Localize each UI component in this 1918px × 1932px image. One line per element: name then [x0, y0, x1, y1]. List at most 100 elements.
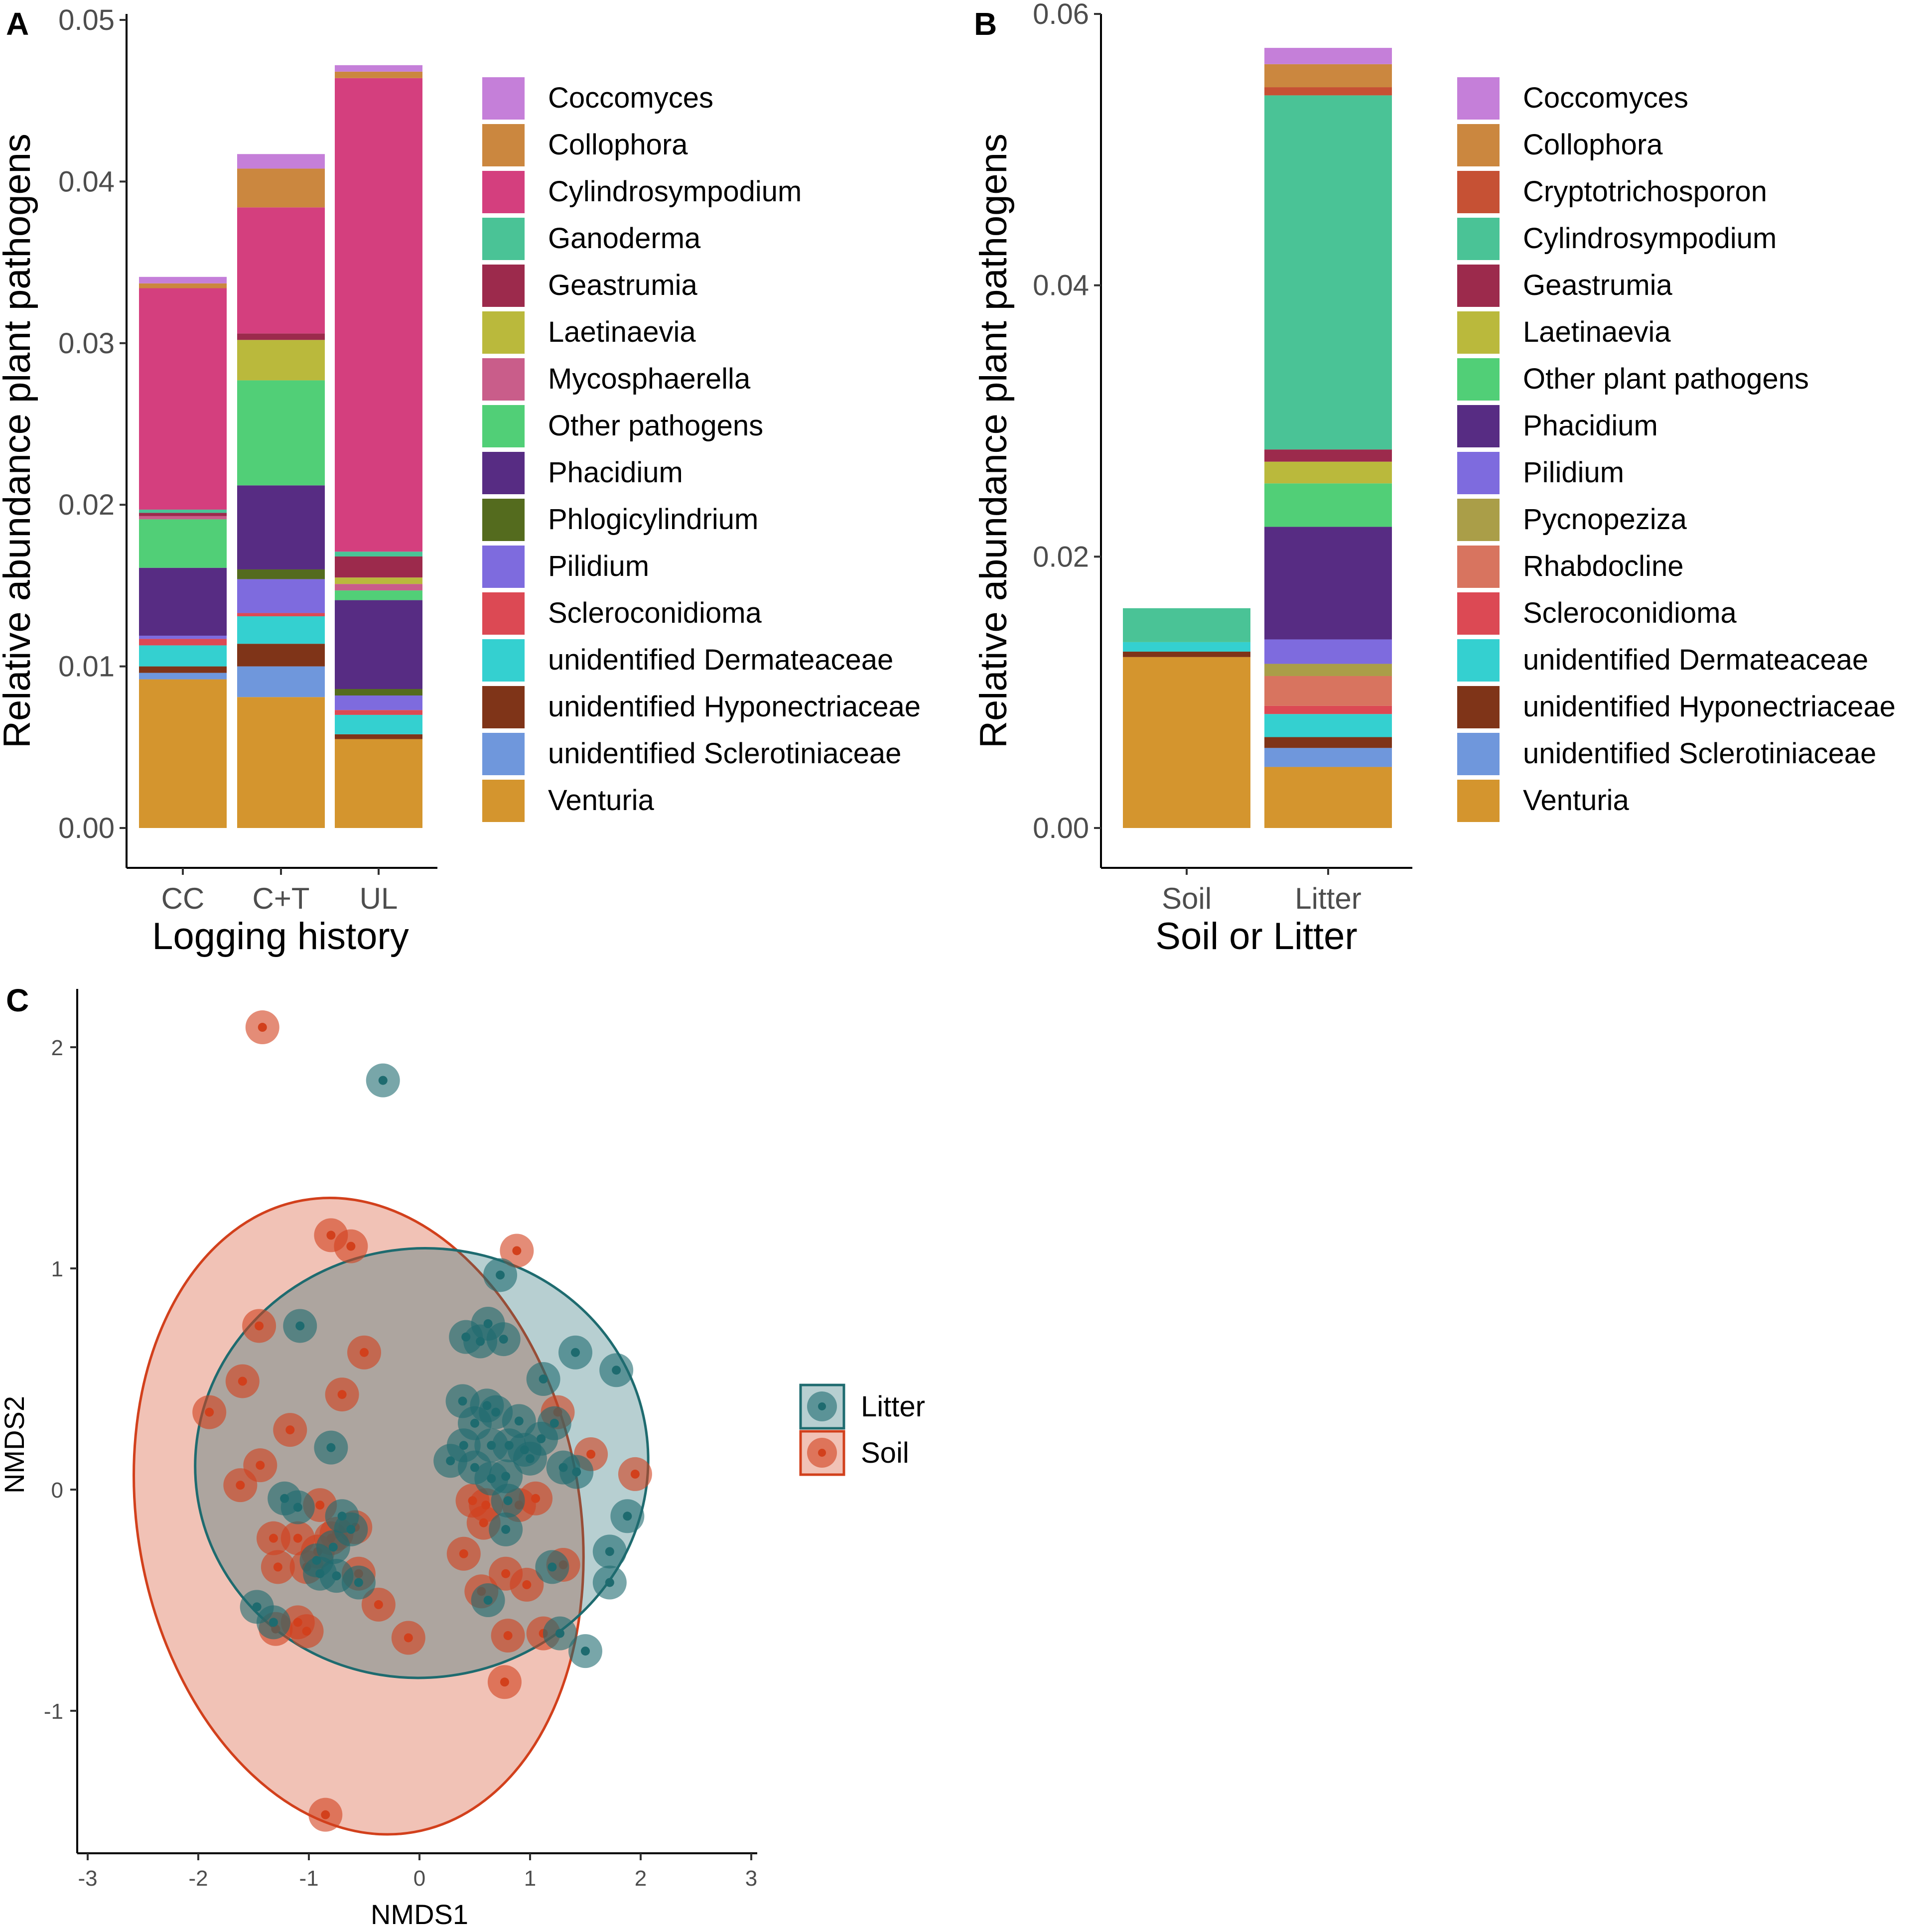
point-soil — [361, 1587, 396, 1622]
legend-swatch-unidentified-sclerotiniaceae — [1457, 733, 1500, 775]
point-litter — [526, 1362, 560, 1396]
legend-swatch-other-pathogens — [482, 405, 525, 447]
legend-label-cryptotrichosporon: Cryptotrichosporon — [1523, 175, 1767, 208]
point-dot-litter — [346, 1524, 356, 1534]
legend-label-coccomyces: Coccomyces — [1523, 82, 1688, 114]
x-tick-label: 1 — [524, 1866, 536, 1891]
legend-item-soil: Soil — [799, 1430, 909, 1476]
point-litter — [592, 1565, 627, 1600]
x-tick-label-c-t: C+T — [252, 882, 309, 915]
point-dot-litter — [571, 1348, 580, 1357]
bar-segment-cc-venturia — [139, 679, 227, 828]
bar-segment-soil-unidentified-hyponectriaceae — [1123, 651, 1250, 657]
bar-segment-ul-other-pathogens — [335, 590, 422, 600]
legend-swatch-unidentified-sclerotiniaceae — [482, 733, 525, 775]
bar-segment-c-t-pilidium — [237, 579, 325, 613]
bar-segment-cc-scleroconidioma — [139, 639, 227, 646]
legend-swatch-pycnopeziza — [1457, 499, 1500, 541]
point-soil — [334, 1229, 368, 1263]
point-dot-litter — [612, 1366, 621, 1375]
point-dot-soil — [315, 1501, 325, 1510]
bar-segment-litter-collophora — [1264, 64, 1392, 88]
point-dot-litter — [269, 1618, 278, 1627]
y-tick-label: -1 — [44, 1699, 63, 1724]
bar-segment-ul-mycosphaerella — [335, 584, 422, 591]
bar-segment-soil-unidentified-dermateaceae — [1123, 642, 1250, 652]
legend-label-collophora: Collophora — [548, 129, 688, 161]
legend-label-phacidium: Phacidium — [548, 456, 683, 489]
point-dot-soil — [512, 1246, 522, 1255]
bar-segment-ul-coccomyces — [335, 65, 422, 72]
bar-segment-cc-phacidium — [139, 567, 227, 636]
point-dot-soil — [522, 1580, 532, 1589]
point-soil — [446, 1536, 481, 1571]
legend-label-cylindrosympodium: Cylindrosympodium — [548, 175, 802, 208]
legend-label-unidentified-hyponectriaceae: unidentified Hyponectriaceae — [1523, 690, 1896, 723]
point-soil — [245, 1010, 279, 1045]
legend-swatch-venturia — [482, 780, 525, 822]
legend-label-other-plant-pathogens: Other plant pathogens — [1523, 363, 1809, 395]
bar-segment-litter-laetinaevia — [1264, 461, 1392, 484]
x-tick-label: -1 — [299, 1866, 318, 1891]
point-dot-litter — [496, 1270, 505, 1280]
y-tick-label: 0.00 — [1033, 812, 1089, 844]
legend-swatch-laetinaevia — [482, 311, 525, 354]
y-tick-label: 1 — [51, 1257, 63, 1281]
bar-segment-ul-unidentified-dermateaceae — [335, 714, 422, 734]
bar-segment-litter-cylindrosympodium — [1264, 95, 1392, 450]
bar-segment-c-t-unidentified-sclerotiniaceae — [237, 666, 325, 697]
point-dot-litter — [572, 1467, 581, 1477]
x-tick-label-ul: UL — [360, 882, 398, 915]
point-litter — [558, 1335, 593, 1370]
point-litter — [513, 1441, 547, 1476]
x-tick-label: 0 — [413, 1866, 425, 1891]
y-tick-label: 0.02 — [1033, 541, 1089, 573]
legend-swatch-unidentified-dermateaceae — [482, 639, 525, 682]
point-dot-litter — [378, 1076, 388, 1085]
point-dot-litter — [354, 1578, 363, 1587]
bar-segment-c-t-laetinaevia — [237, 340, 325, 381]
bar-segment-litter-unidentified-hyponectriaceae — [1264, 737, 1392, 748]
point-dot-litter — [252, 1602, 262, 1612]
panel-letter-a: A — [6, 6, 29, 42]
point-dot-litter — [623, 1512, 632, 1521]
legend-swatch-scleroconidioma — [1457, 592, 1500, 635]
point-dot-litter — [293, 1503, 302, 1512]
bar-segment-c-t-unidentified-dermateaceae — [237, 616, 325, 644]
bar-segment-ul-phlogicylindrium — [335, 689, 422, 695]
point-dot-soil — [302, 1627, 311, 1636]
bar-segment-ul-phacidium — [335, 600, 422, 690]
point-dot-soil — [500, 1677, 509, 1687]
y-axis-title: NMDS2 — [0, 1396, 30, 1494]
point-dot-soil — [360, 1348, 369, 1357]
point-dot-soil — [531, 1494, 541, 1503]
legend-swatch-laetinaevia — [1457, 311, 1500, 354]
point-dot-soil — [346, 1242, 356, 1251]
bar-segment-ul-geastrumia — [335, 556, 422, 578]
panel-letter-c: C — [6, 982, 29, 1018]
point-soil — [391, 1621, 425, 1655]
point-soil — [618, 1457, 652, 1491]
bar-segment-litter-unidentified-dermateaceae — [1264, 714, 1392, 737]
bar-segment-litter-cryptotrichosporon — [1264, 87, 1392, 96]
legend-label-scleroconidioma: Scleroconidioma — [548, 597, 762, 629]
bar-segment-ul-laetinaevia — [335, 577, 422, 584]
y-tick-label: 0.06 — [1033, 0, 1089, 30]
point-dot-litter — [295, 1321, 305, 1331]
point-dot-soil — [238, 1377, 247, 1386]
y-tick-label: 0.00 — [58, 812, 115, 844]
point-soil — [242, 1309, 276, 1343]
point-dot-litter — [470, 1418, 479, 1428]
point-litter — [283, 1309, 317, 1343]
point-dot-litter — [476, 1337, 485, 1346]
point-litter — [489, 1512, 523, 1546]
point-soil — [192, 1395, 227, 1429]
bar-segment-ul-venturia — [335, 739, 422, 828]
x-tick-label-cc: CC — [161, 882, 205, 915]
bar-segment-ul-collophora — [335, 71, 422, 78]
legend-swatch-venturia — [1457, 780, 1500, 822]
point-litter — [491, 1484, 525, 1518]
point-dot-litter — [501, 1472, 511, 1481]
point-dot-soil — [503, 1631, 513, 1641]
